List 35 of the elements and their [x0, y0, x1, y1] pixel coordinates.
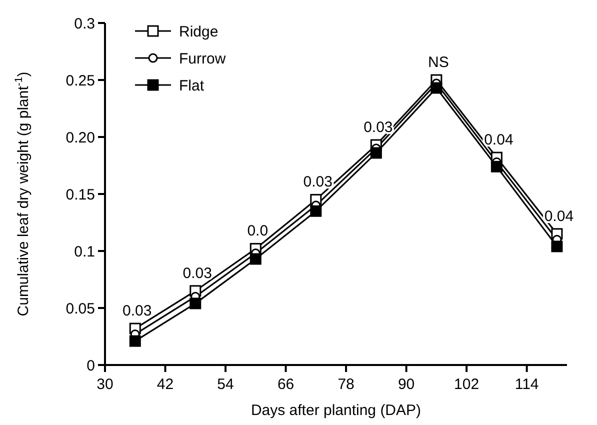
annotation: 0.03: [182, 264, 212, 282]
x-tick-label: 90: [398, 376, 415, 393]
x-tick-label: 78: [338, 376, 354, 393]
y-tick-label: 0: [86, 357, 95, 374]
x-tick-label: 114: [514, 376, 539, 393]
x-axis-title: Days after planting (DAP): [250, 402, 422, 419]
y-tick-label: 0.20: [66, 129, 95, 146]
point: [430, 82, 442, 94]
x-tick-label: 102: [454, 376, 480, 393]
annotation: NS: [428, 54, 449, 71]
y-tick-label: 0.15: [66, 186, 95, 204]
point: [129, 335, 141, 347]
annotation: 0.03: [122, 302, 152, 320]
legend-label: Ridge: [179, 23, 218, 40]
point: [490, 160, 502, 172]
y-tick-label: 0.1: [74, 243, 95, 260]
point: [190, 298, 202, 310]
point: [551, 240, 563, 252]
annotation: 0.03: [303, 174, 333, 191]
point: [250, 253, 262, 265]
legend-label: Furrow: [179, 50, 226, 68]
annotation: 0.04: [544, 208, 574, 225]
x-tick-label: 30: [96, 376, 114, 393]
legend-label: Flat: [179, 77, 205, 94]
x-tick-label: 54: [217, 376, 234, 393]
annotation: 0.0: [247, 222, 268, 240]
y-tick-label: 0.25: [66, 72, 95, 90]
annotation: 0.03: [364, 118, 393, 136]
point: [310, 205, 322, 217]
x-tick-label: 66: [277, 376, 294, 393]
y-tick-label: 0.3: [74, 15, 95, 32]
point: [370, 147, 382, 159]
y-tick-label: 0.05: [66, 300, 95, 318]
annotation: 0.04: [484, 132, 514, 149]
x-tick-label: 42: [156, 376, 174, 393]
